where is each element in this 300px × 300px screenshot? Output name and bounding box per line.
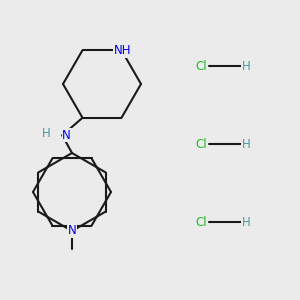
Text: H: H: [242, 59, 250, 73]
Text: N: N: [68, 224, 76, 238]
Text: NH: NH: [114, 44, 132, 57]
Text: H: H: [242, 215, 250, 229]
Text: H: H: [242, 137, 250, 151]
Text: Cl: Cl: [195, 215, 207, 229]
Text: H: H: [41, 128, 50, 140]
Text: Cl: Cl: [195, 137, 207, 151]
Text: Cl: Cl: [195, 59, 207, 73]
Text: N: N: [62, 129, 71, 142]
